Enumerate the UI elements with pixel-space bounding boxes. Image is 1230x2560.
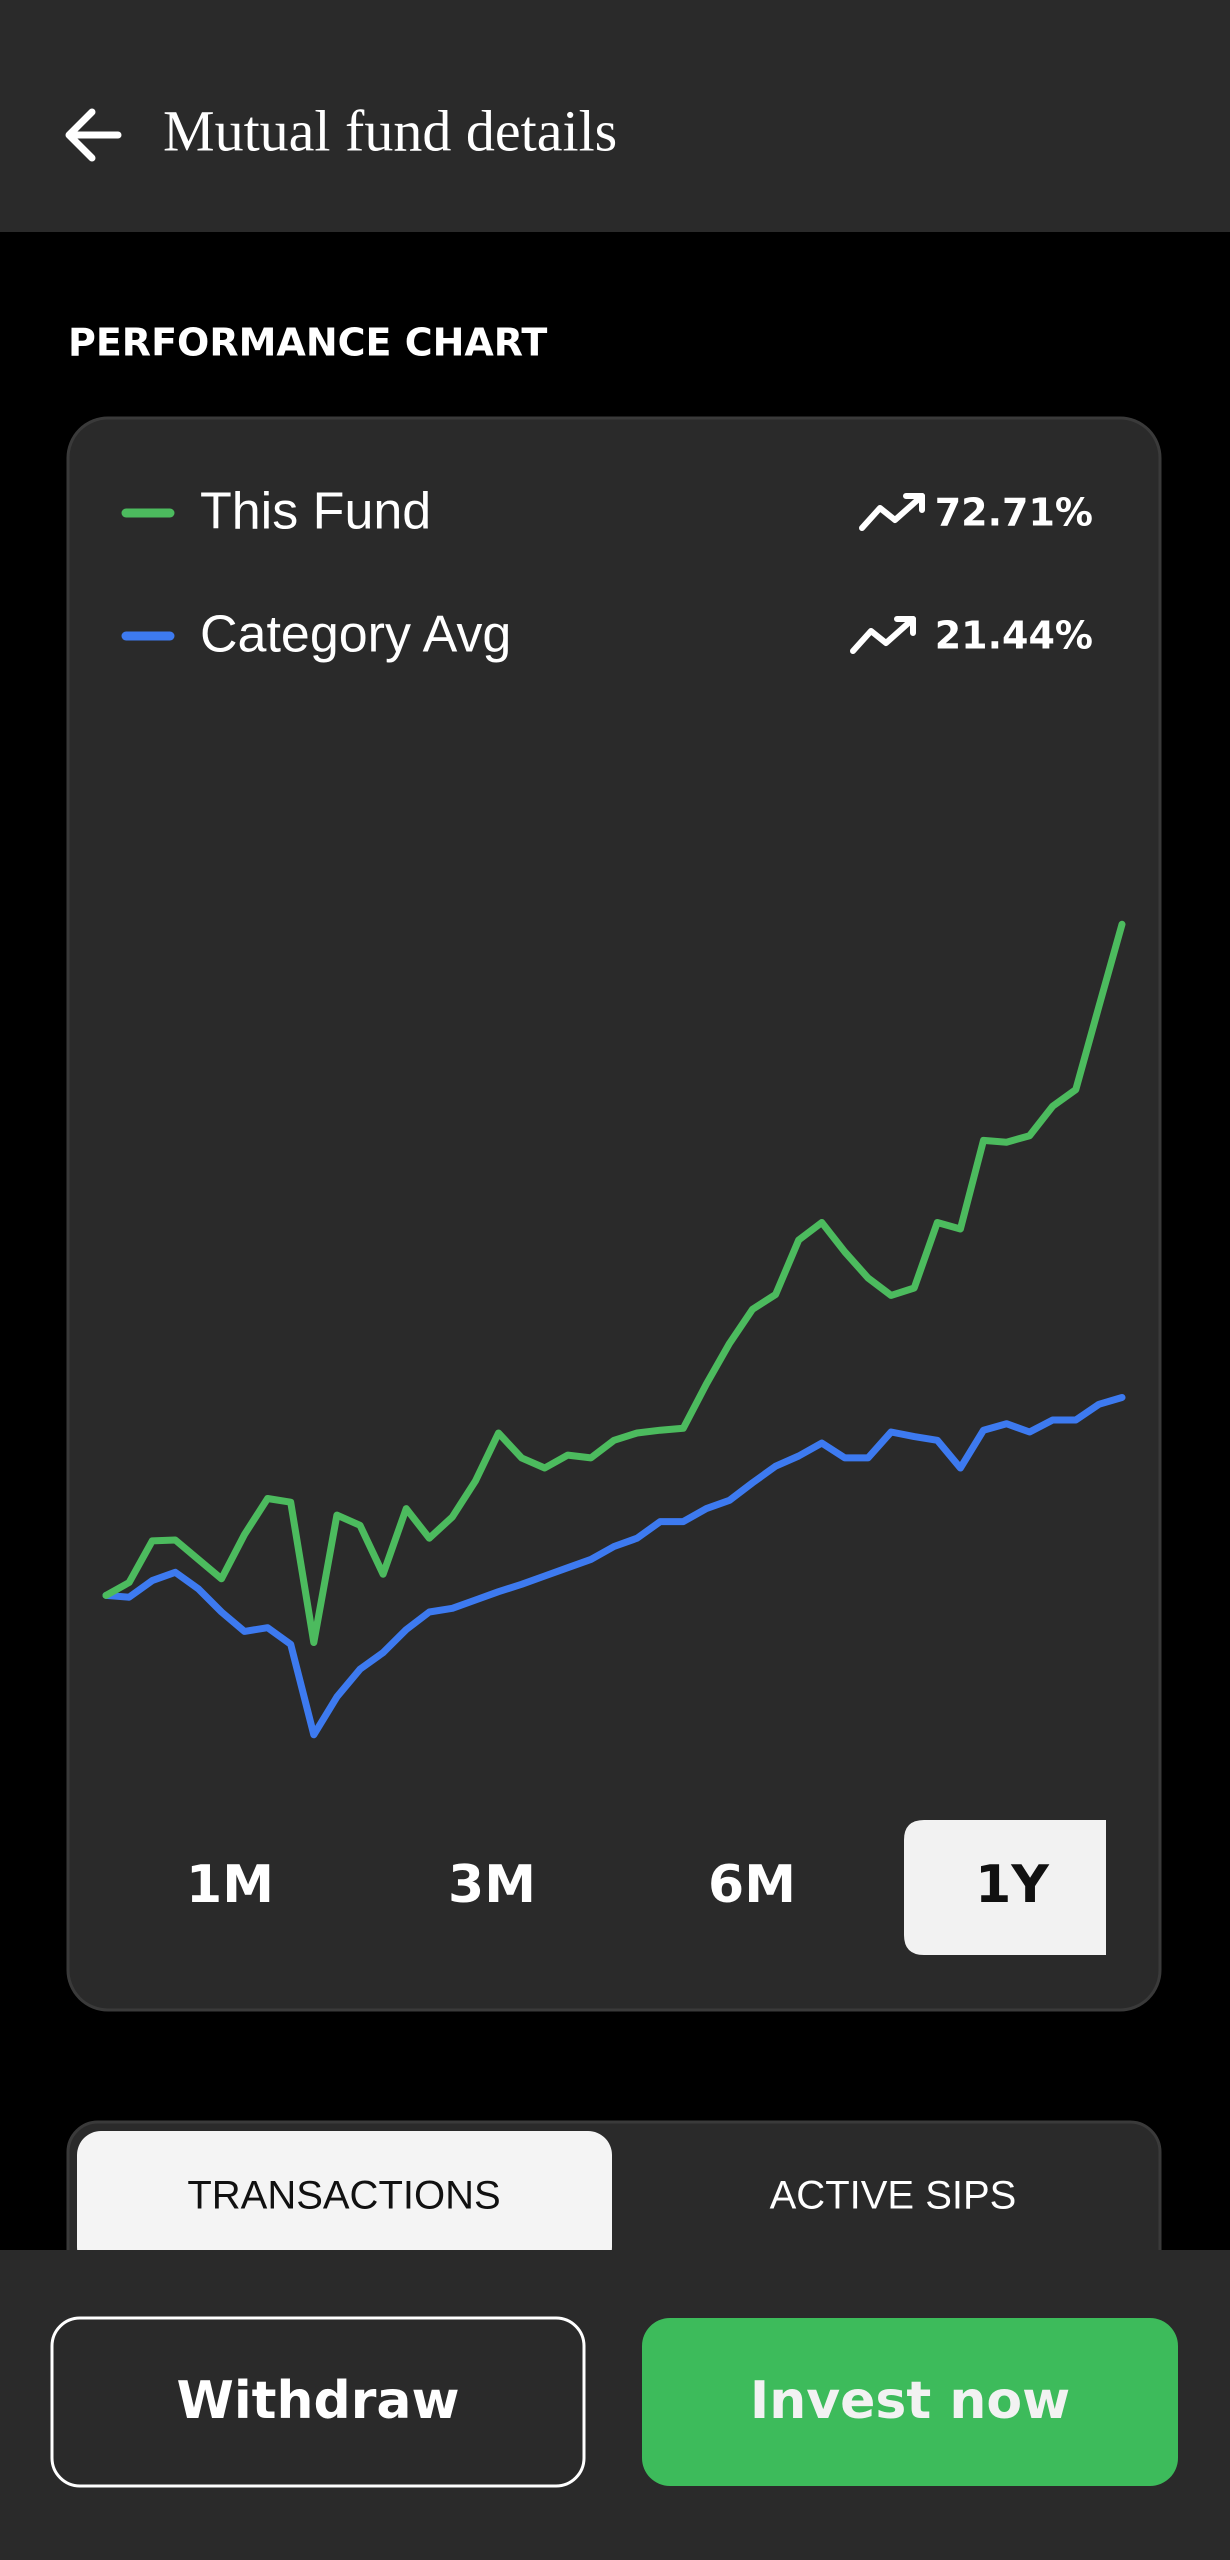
trend-icon bbox=[850, 616, 916, 654]
series-line bbox=[102, 920, 1126, 1646]
app-bar bbox=[0, 0, 1230, 232]
period-label: 1M bbox=[186, 1855, 274, 1915]
back-arrow-head bbox=[65, 108, 96, 162]
tab[interactable]: TRANSACTIONS bbox=[77, 2131, 612, 2271]
tab-selected-bg bbox=[77, 2131, 612, 2271]
invest-bg bbox=[642, 2318, 1178, 2486]
period-button[interactable]: 1M bbox=[186, 1855, 274, 1915]
change-label: 21.44% bbox=[935, 614, 1093, 658]
tab-label: ACTIVE SIPS bbox=[770, 2174, 1017, 2218]
trend-icon bbox=[859, 493, 925, 531]
period-label: 6M bbox=[708, 1855, 796, 1915]
withdraw-bg bbox=[50, 2316, 586, 2488]
period-label: 3M bbox=[448, 1855, 536, 1915]
page-title: Mutual fund details bbox=[163, 98, 617, 163]
period-button[interactable]: 3M bbox=[448, 1855, 536, 1915]
series-line bbox=[102, 1394, 1126, 1739]
tab-label: TRANSACTIONS bbox=[187, 2174, 500, 2218]
legend-label: This Fund bbox=[200, 483, 431, 541]
invest-button[interactable]: Invest now bbox=[642, 2318, 1178, 2486]
trend-icon-head bbox=[894, 616, 916, 636]
period-button[interactable]: 1Y bbox=[904, 1820, 1106, 1955]
period-selected-bg bbox=[904, 1820, 1106, 1955]
back-button[interactable] bbox=[65, 108, 122, 162]
section-title: PERFORMANCE CHART bbox=[68, 321, 547, 365]
tab[interactable]: ACTIVE SIPS bbox=[770, 2174, 1017, 2218]
withdraw-button[interactable]: Withdraw bbox=[50, 2316, 586, 2488]
period-button[interactable]: 6M bbox=[708, 1855, 796, 1915]
legend-label: Category Avg bbox=[200, 606, 511, 664]
chart-card bbox=[66, 416, 1162, 2012]
trend-icon-head bbox=[903, 493, 925, 513]
withdraw-label: Withdraw bbox=[176, 2371, 459, 2431]
change-label: 72.71% bbox=[935, 491, 1093, 535]
period-label: 1Y bbox=[975, 1855, 1050, 1915]
invest-label: Invest now bbox=[750, 2371, 1070, 2431]
